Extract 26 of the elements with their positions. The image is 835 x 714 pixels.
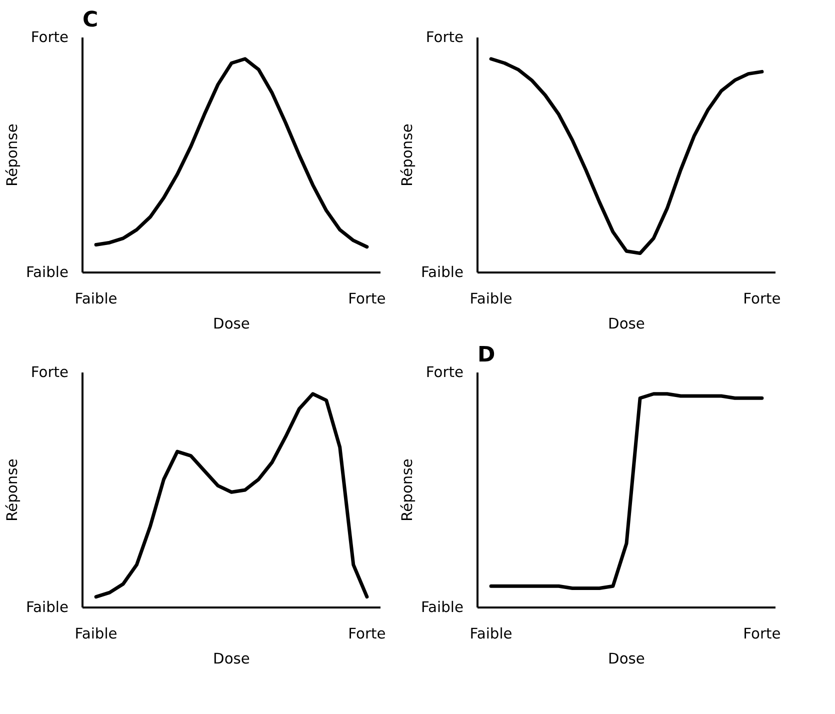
x-axis-title: Dose: [608, 650, 645, 668]
text: Forte: [30, 29, 69, 46]
y-axis-title: Réponse: [4, 124, 21, 186]
text: Forte: [30, 364, 69, 381]
x-tick-label: Forte: [743, 290, 781, 308]
text: Faible: [420, 599, 464, 616]
x-tick-label: Faible: [470, 626, 512, 642]
text: Faible: [26, 264, 68, 281]
x-tick-label: Forte: [348, 290, 386, 308]
y-axis-title: Réponse: [398, 124, 416, 186]
text: Forte: [426, 29, 464, 46]
y-axis-title: Réponse: [4, 458, 21, 522]
x-tick-label: Faible: [470, 290, 512, 308]
chart-title: D: [478, 342, 496, 368]
x-tick-label: Forte: [743, 626, 781, 642]
x-tick-label: Faible: [74, 290, 118, 308]
x-axis-title: Dose: [213, 316, 250, 332]
text: Forte: [426, 364, 464, 381]
text: Faible: [420, 264, 464, 281]
x-axis-title: Dose: [608, 316, 645, 332]
x-axis-title: Dose: [213, 650, 250, 668]
chart-title: C: [82, 8, 98, 32]
x-tick-label: Faible: [74, 626, 118, 642]
x-tick-label: Forte: [348, 626, 386, 642]
y-axis-title: Réponse: [398, 458, 416, 522]
text: Faible: [26, 599, 68, 616]
